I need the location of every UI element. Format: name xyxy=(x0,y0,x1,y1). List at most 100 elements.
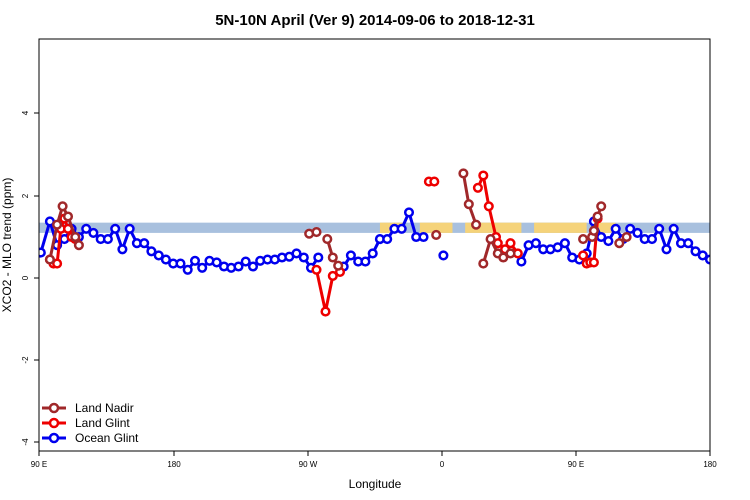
data-point xyxy=(57,201,68,212)
data-point xyxy=(505,238,516,249)
data-point xyxy=(578,250,589,261)
x-tick-label: 180 xyxy=(167,460,181,469)
data-point xyxy=(505,248,516,259)
x-tick-label: 90 E xyxy=(31,460,47,469)
data-point xyxy=(704,254,710,265)
data-point xyxy=(182,264,193,275)
legend-swatch-marker xyxy=(48,402,60,414)
data-point xyxy=(117,244,128,255)
y-tick-label: 2 xyxy=(21,193,30,198)
data-point xyxy=(175,258,186,269)
legend-label: Ocean Glint xyxy=(75,431,139,445)
y-tick-label: -4 xyxy=(21,438,30,446)
data-point xyxy=(429,176,440,187)
data-point xyxy=(160,254,171,265)
data-point xyxy=(153,250,164,261)
data-point xyxy=(327,270,338,281)
data-point xyxy=(516,256,527,267)
data-point xyxy=(578,234,589,245)
data-point xyxy=(483,201,494,212)
data-point xyxy=(139,238,150,249)
series-land-nadir xyxy=(44,168,632,271)
chart-title: 5N-10N April (Ver 9) 2014-09-06 to 2018-… xyxy=(215,12,535,29)
data-point xyxy=(102,234,113,245)
data-point xyxy=(625,223,636,234)
series-ocean-glint xyxy=(39,207,710,275)
data-point xyxy=(240,256,251,267)
data-point xyxy=(588,257,599,268)
data-point xyxy=(588,225,599,236)
x-axis-label: Longitude xyxy=(349,477,402,491)
data-point xyxy=(690,246,701,257)
data-point xyxy=(697,250,708,261)
data-point xyxy=(478,258,489,269)
data-point xyxy=(478,170,489,181)
data-point xyxy=(592,211,603,222)
data-point xyxy=(146,246,157,257)
data-point xyxy=(345,250,356,261)
data-point xyxy=(632,227,643,238)
x-tick-label: 180 xyxy=(703,460,717,469)
data-point xyxy=(70,231,81,243)
x-tick-label: 90 E xyxy=(568,460,584,469)
x-axis: 90 E 180 90 W 0 90 E 180 xyxy=(31,451,717,469)
legend-swatch-marker xyxy=(48,432,60,444)
data-point xyxy=(322,234,333,245)
legend-item-land-nadir: Land Nadir xyxy=(42,401,134,415)
data-point xyxy=(39,247,46,258)
data-point xyxy=(311,264,322,275)
y-tick-label: 0 xyxy=(21,275,30,280)
data-point xyxy=(530,238,541,249)
data-point xyxy=(311,227,322,238)
data-point xyxy=(247,261,259,272)
data-point xyxy=(313,252,324,263)
data-point xyxy=(646,234,658,245)
data-point xyxy=(52,219,63,230)
data-point xyxy=(333,260,344,271)
data-point xyxy=(327,252,338,263)
y-tick-label: -2 xyxy=(21,356,30,364)
data-point xyxy=(471,219,482,230)
data-point xyxy=(189,255,201,266)
x-tick-label: 90 W xyxy=(299,460,318,469)
y-axis: -4 -2 0 2 4 xyxy=(21,110,39,446)
data-point xyxy=(320,306,331,317)
data-point xyxy=(458,168,469,179)
series-line xyxy=(461,173,478,226)
data-point xyxy=(498,252,509,263)
land-band-1 xyxy=(419,222,453,233)
data-point xyxy=(683,238,694,249)
data-point xyxy=(603,236,614,247)
data-point xyxy=(44,254,55,265)
data-point xyxy=(438,250,449,261)
data-point xyxy=(73,240,84,251)
legend-label: Land Nadir xyxy=(75,401,134,415)
data-point xyxy=(621,231,632,243)
data-point xyxy=(403,207,415,218)
data-point xyxy=(124,223,135,234)
data-point xyxy=(463,199,474,210)
y-tick-label: 4 xyxy=(21,110,30,115)
data-point xyxy=(552,242,563,253)
series-layer xyxy=(39,168,710,317)
land-band-3 xyxy=(534,222,587,233)
data-point xyxy=(431,229,442,240)
data-point xyxy=(62,211,74,222)
data-point xyxy=(360,256,371,267)
legend-item-land-glint: Land Glint xyxy=(42,416,130,430)
data-point xyxy=(298,252,309,263)
ocean-band xyxy=(39,222,710,233)
data-point xyxy=(291,248,302,259)
data-point xyxy=(81,223,92,234)
data-point xyxy=(382,234,393,245)
legend-swatch-marker xyxy=(48,417,60,429)
data-point xyxy=(110,223,121,234)
data-point xyxy=(418,231,429,243)
x-tick-label: 0 xyxy=(440,460,445,469)
series-land-glint xyxy=(44,170,603,317)
data-point xyxy=(472,182,483,193)
data-point xyxy=(396,223,407,234)
data-point xyxy=(367,248,378,259)
